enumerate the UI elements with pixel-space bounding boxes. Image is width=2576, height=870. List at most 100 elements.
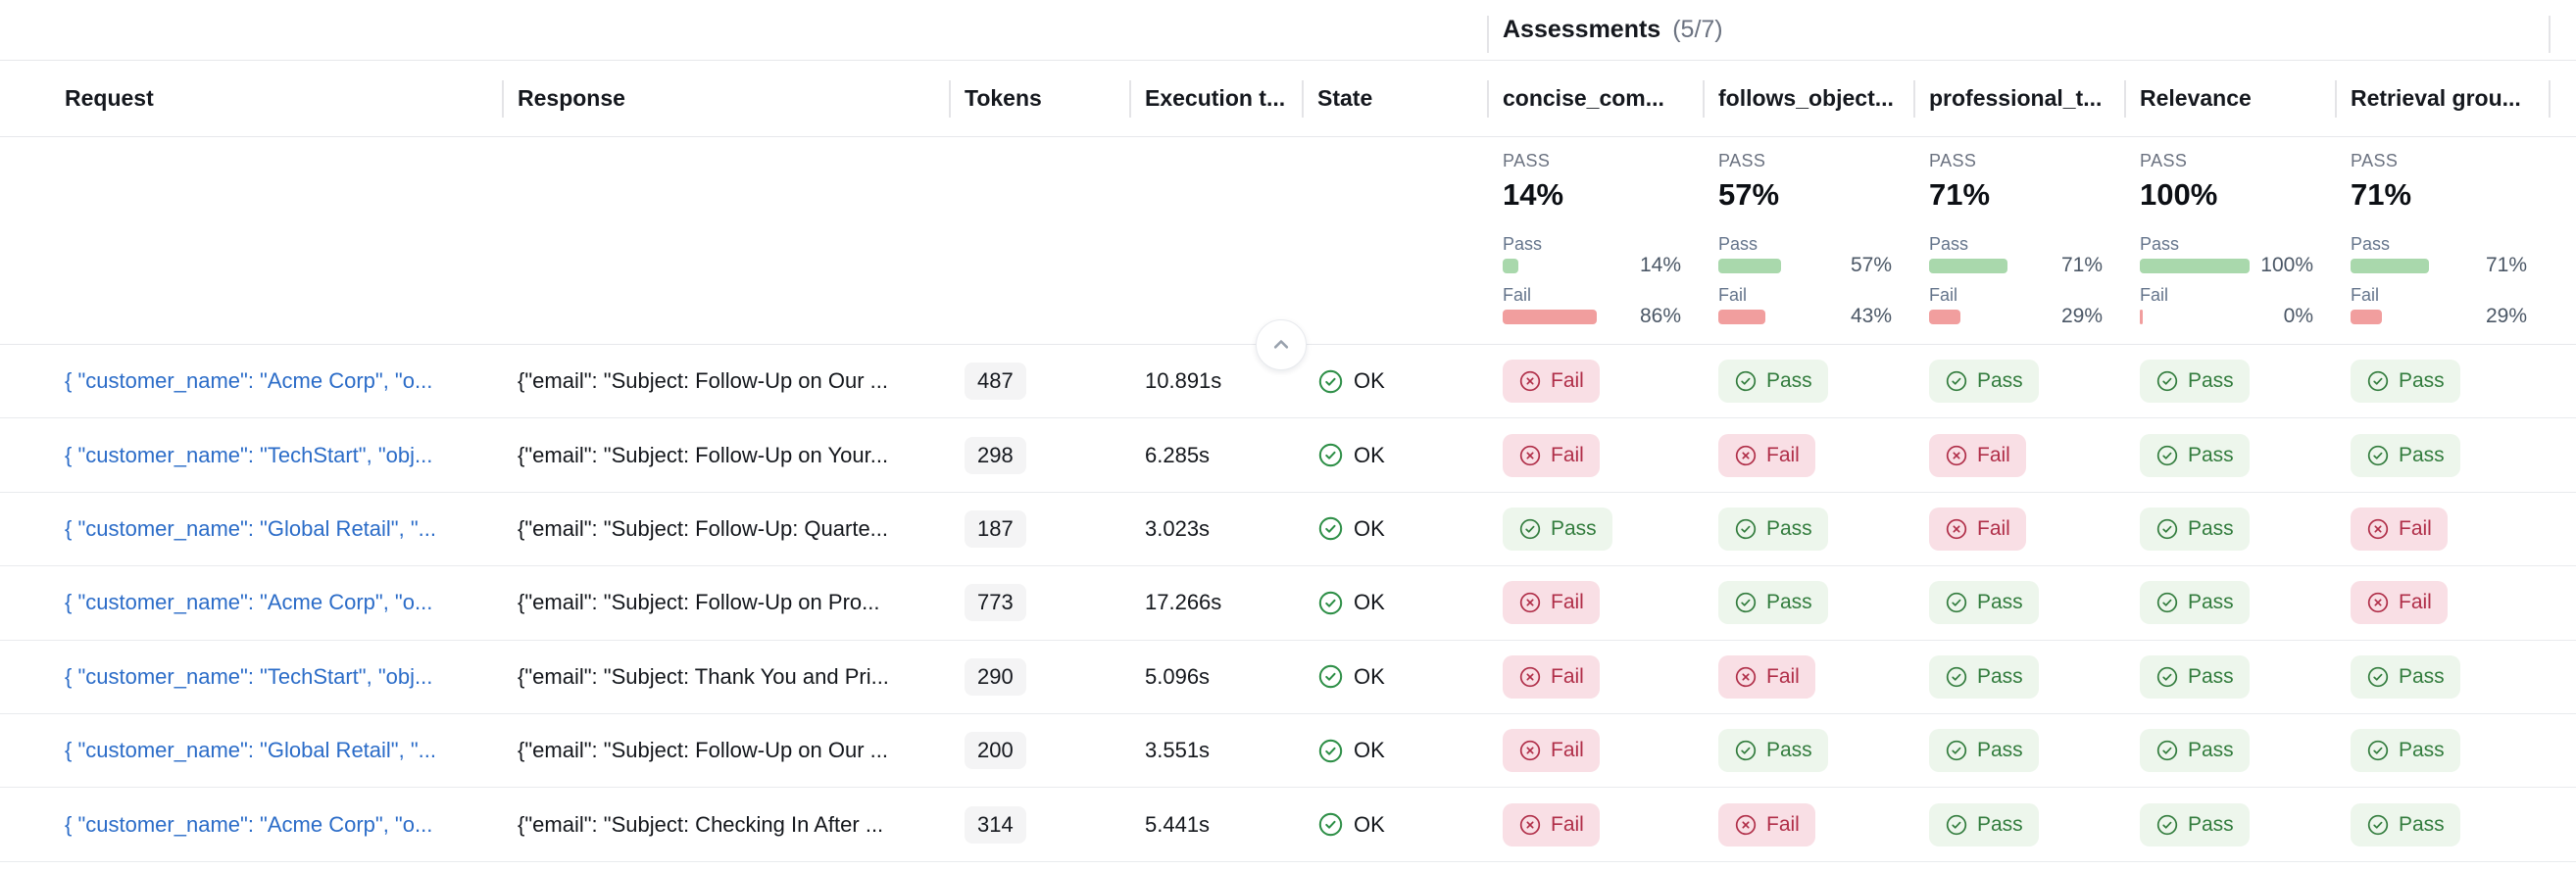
column-header-request[interactable]: Request: [0, 61, 502, 136]
summary-pass-label: Pass: [1929, 234, 1969, 254]
column-header-professional-tone[interactable]: professional_t...: [1913, 61, 2124, 136]
x-circle-icon: [1734, 813, 1758, 837]
table-row[interactable]: { "customer_name": "Global Retail", "...…: [0, 493, 2576, 567]
fail-bar: [1718, 309, 1766, 324]
result-badge-label: Fail: [1551, 443, 1584, 466]
table-row[interactable]: { "customer_name": "TechStart", "obj... {…: [0, 641, 2576, 714]
execution-time-cell: 3.551s: [1145, 738, 1211, 763]
result-badge-label: Pass: [2399, 369, 2445, 393]
tokens-badge: 487: [965, 362, 1026, 401]
request-cell-link[interactable]: { "customer_name": "Global Retail", "...: [65, 515, 436, 541]
pass-percent-value: 71%: [2060, 254, 2103, 276]
state-label: OK: [1354, 590, 1385, 615]
table-row[interactable]: { "customer_name": "Acme Corp", "o... {"e…: [0, 566, 2576, 641]
summary-pass-label: Pass: [1718, 234, 1759, 254]
assessment-result-badge-retrieval-groundedness: Pass: [2351, 729, 2460, 773]
assessment-result-badge-retrieval-groundedness: Pass: [2351, 360, 2460, 404]
assessment-result-badge-retrieval-groundedness: Pass: [2351, 433, 2460, 477]
result-badge-label: Pass: [2188, 591, 2234, 614]
table-row[interactable]: { "customer_name": "Acme Corp", "o... {"e…: [0, 345, 2576, 419]
result-badge-label: Fail: [1766, 812, 1800, 836]
tokens-badge: 314: [965, 805, 1026, 844]
pass-bar: [2140, 258, 2250, 273]
request-cell-link[interactable]: { "customer_name": "Acme Corp", "o...: [65, 590, 433, 615]
x-circle-icon: [2366, 517, 2390, 541]
response-cell: {"email": "Subject: Checking In After ..…: [518, 811, 884, 837]
assessment-result-badge-relevance: Pass: [2140, 581, 2250, 625]
check-circle-icon: [1734, 517, 1758, 541]
response-cell: {"email": "Subject: Follow-Up on Our ...: [518, 738, 889, 763]
check-circle-icon: [2366, 369, 2390, 393]
table-row[interactable]: { "customer_name": "Acme Corp", "o... {"e…: [0, 788, 2576, 862]
x-circle-icon: [1734, 444, 1758, 467]
state-label: OK: [1354, 738, 1385, 763]
result-badge-label: Pass: [2399, 664, 2445, 688]
pass-percent-value: 100%: [2260, 254, 2313, 276]
pass-bar: [1929, 258, 2007, 273]
result-badge-label: Pass: [2188, 369, 2234, 393]
state-label: OK: [1354, 368, 1385, 394]
request-cell-link[interactable]: { "customer_name": "TechStart", "obj...: [65, 663, 433, 689]
request-cell-link[interactable]: { "customer_name": "Acme Corp", "o...: [65, 811, 433, 837]
execution-time-cell: 5.096s: [1145, 663, 1211, 689]
fail-percent-value: 0%: [2283, 305, 2313, 327]
request-cell-link[interactable]: { "customer_name": "Global Retail", "...: [65, 738, 436, 763]
fail-percent-value: 29%: [2060, 305, 2103, 327]
table-row[interactable]: { "customer_name": "TechStart", "obj... {…: [0, 418, 2576, 493]
check-circle-icon: [1317, 515, 1344, 542]
column-header-retrieval-groundedness[interactable]: Retrieval grou...: [2335, 61, 2549, 136]
result-badge-label: Fail: [1551, 812, 1584, 836]
response-cell: {"email": "Subject: Follow-Up on Your...: [518, 442, 889, 467]
fail-bar: [2351, 309, 2383, 324]
result-badge-label: Pass: [1977, 739, 2023, 762]
assessment-result-badge-concise-communication: Fail: [1503, 654, 1600, 699]
summary-fail-label: Fail: [2140, 285, 2169, 305]
check-circle-icon: [1734, 369, 1758, 393]
x-circle-icon: [1734, 665, 1758, 689]
column-header-tokens[interactable]: Tokens: [949, 61, 1129, 136]
result-badge-label: Pass: [1766, 591, 1812, 614]
collapse-summary-button[interactable]: [1256, 319, 1307, 370]
result-badge-label: Pass: [1977, 664, 2023, 688]
result-badge-label: Pass: [2188, 739, 2234, 762]
fail-bar: [1503, 309, 1598, 324]
request-cell-link[interactable]: { "customer_name": "TechStart", "obj...: [65, 442, 433, 467]
state-cell: OK: [1302, 738, 1487, 764]
state-label: OK: [1354, 515, 1385, 541]
column-header-execution-time[interactable]: Execution t...: [1129, 61, 1302, 136]
assessment-result-badge-professional-tone: Pass: [1929, 581, 2039, 625]
column-header-concise-communication[interactable]: concise_com...: [1487, 61, 1703, 136]
result-badge-label: Pass: [1766, 739, 1812, 762]
request-cell-link[interactable]: { "customer_name": "Acme Corp", "o...: [65, 368, 433, 394]
summary-overall-percent: 100%: [2140, 177, 2218, 212]
tokens-badge: 200: [965, 732, 1026, 770]
check-circle-icon: [1945, 739, 1968, 762]
column-header-state[interactable]: State: [1302, 61, 1487, 136]
table-row[interactable]: { "customer_name": "Global Retail", "...…: [0, 714, 2576, 789]
check-circle-icon: [1945, 665, 1968, 689]
x-circle-icon: [1518, 739, 1542, 762]
column-header-follows-objective[interactable]: follows_object...: [1703, 61, 1913, 136]
assessment-summary-professional-tone: PASS 71% Pass 71% Fail 29%: [1929, 151, 2103, 337]
x-circle-icon: [1518, 369, 1542, 393]
result-badge-label: Pass: [2399, 739, 2445, 762]
assessment-result-badge-relevance: Pass: [2140, 360, 2250, 404]
column-separator: [2549, 16, 2551, 53]
column-header-label: concise_com...: [1503, 85, 1664, 111]
assessment-result-badge-relevance: Pass: [2140, 729, 2250, 773]
tokens-badge: 298: [965, 436, 1026, 474]
assessment-result-badge-follows-objective: Fail: [1718, 654, 1815, 699]
check-circle-icon: [1734, 739, 1758, 762]
column-header-relevance[interactable]: Relevance: [2124, 61, 2335, 136]
check-circle-icon: [1317, 368, 1344, 395]
column-header-label: follows_object...: [1718, 85, 1894, 111]
result-badge-label: Pass: [1766, 516, 1812, 540]
column-header-row: Request Response Tokens Execution t... State…: [0, 61, 2576, 137]
assessment-result-badge-concise-communication: Pass: [1503, 507, 1612, 551]
check-circle-icon: [2366, 813, 2390, 837]
assessment-result-badge-relevance: Pass: [2140, 654, 2250, 699]
result-badge-label: Fail: [1551, 591, 1584, 614]
check-circle-icon: [1317, 663, 1344, 690]
column-header-response[interactable]: Response: [502, 61, 949, 136]
